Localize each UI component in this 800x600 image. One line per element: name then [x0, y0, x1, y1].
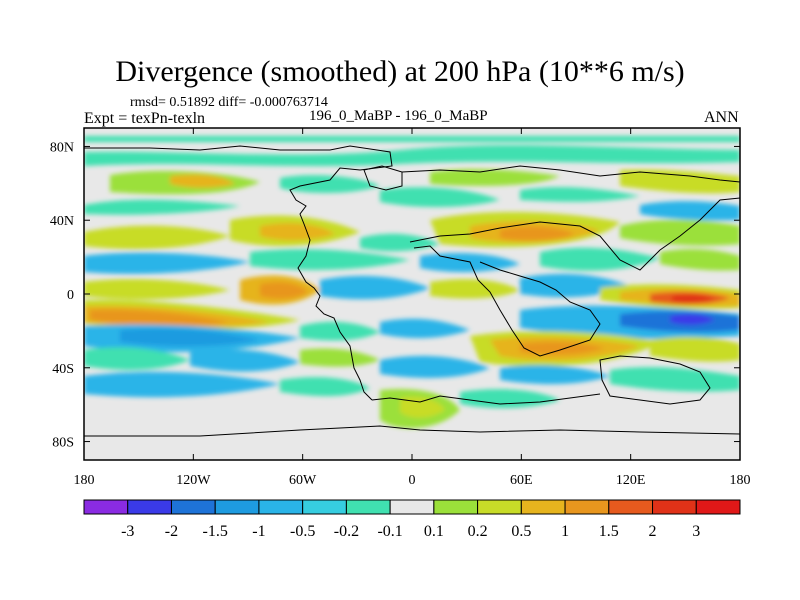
y-tick-label: 40N: [50, 214, 74, 229]
colorbar-swatch: [345, 499, 391, 515]
contour-band: [320, 275, 430, 300]
contour-band: [90, 309, 230, 327]
colorbar-label: -0.1: [377, 523, 402, 540]
contour-band: [620, 219, 740, 246]
contour-band: [380, 355, 490, 378]
southern-coastline: [371, 393, 601, 405]
contour-band: [460, 389, 560, 409]
contour-band: [610, 367, 740, 392]
colorbar-label: -1.5: [203, 523, 228, 540]
eurasia-north-coastline: [401, 165, 741, 183]
colorbar-label: -0.5: [290, 523, 315, 540]
colorbar-swatch: [214, 499, 260, 515]
chart-stats: rmsd= 0.51892 diff= -0.000763714: [130, 95, 328, 110]
contour-band: [500, 226, 575, 241]
colorbar-label: -1: [252, 523, 265, 540]
contour-band: [430, 169, 560, 186]
contour-band: [250, 249, 410, 270]
contour-band: [500, 365, 610, 385]
y-axis: 80N 40N 0 40S 80S: [50, 140, 740, 451]
colorbar-swatch: [433, 499, 479, 515]
colorbar-swatch: [477, 499, 522, 515]
contour-band: [280, 377, 370, 397]
colorbar: -3 -2 -1.5 -1 -0.5 -0.2 -0.1 0.1 0.2 0.5 1 1.5 2 3: [83, 499, 741, 540]
contour-band: [400, 396, 445, 418]
x-tick-label: 0: [409, 473, 416, 488]
contour-band: [84, 199, 240, 215]
contour-band: [660, 249, 740, 271]
colorbar-label: 1: [561, 523, 569, 540]
contour-band: [380, 318, 470, 339]
australia-coastline: [599, 355, 711, 405]
colorbar-label: 0.5: [511, 523, 531, 540]
contour-band: [84, 136, 740, 142]
x-tick-label: 180: [74, 473, 95, 488]
americas-coastline: [84, 145, 393, 401]
contour-band: [84, 371, 280, 398]
colorbar-label: 0.1: [424, 523, 444, 540]
contour-band: [430, 279, 520, 299]
colorbar-swatch: [520, 499, 566, 515]
x-axis: 180 120W 60W 0 60E 120E 180: [74, 128, 751, 488]
continent-outlines: [84, 145, 741, 437]
contour-band: [260, 223, 335, 241]
colorbar-label: -2: [165, 523, 178, 540]
colorbar-label: -0.2: [334, 523, 359, 540]
colorbar-label: -3: [121, 523, 134, 540]
contour-band: [280, 175, 380, 193]
contour-band: [650, 337, 740, 362]
asia-south-coastline: [409, 197, 741, 271]
contour-band: [84, 145, 740, 166]
contour-band: [120, 328, 260, 347]
y-tick-label: 0: [67, 288, 74, 303]
y-tick-label: 80N: [50, 140, 74, 155]
x-tick-label: 60E: [510, 473, 533, 488]
colorbar-swatch: [608, 499, 654, 515]
experiment-label: Expt = texPn-texln: [84, 110, 206, 127]
contour-band: [620, 169, 740, 194]
colorbar-swatch: [695, 499, 741, 515]
contour-band: [84, 347, 190, 370]
colorbar-swatch: [127, 499, 172, 515]
contour-band: [170, 174, 235, 188]
contour-band: [672, 294, 715, 303]
contour-band: [670, 313, 715, 325]
colorbar-label: 0.2: [468, 523, 488, 540]
contour-band: [84, 225, 230, 250]
x-tick-label: 180: [730, 473, 751, 488]
colorbar-swatch: [302, 499, 347, 515]
colorbar-swatch: [652, 499, 697, 515]
contour-band: [84, 279, 230, 300]
greenland-coastline: [363, 165, 403, 191]
case-label: 196_0_MaBP - 196_0_MaBP: [309, 108, 488, 124]
contour-band: [520, 341, 605, 355]
colorbar-swatch: [564, 499, 610, 515]
contour-band: [380, 187, 500, 207]
contour-band: [260, 282, 308, 299]
divergence-field: [84, 136, 740, 429]
season-label: ANN: [704, 109, 739, 126]
contour-band: [300, 348, 380, 367]
colorbar-swatch: [258, 499, 304, 515]
x-tick-label: 60W: [289, 473, 317, 488]
antarctica-coastline: [84, 425, 741, 437]
contour-band: [84, 252, 250, 274]
x-tick-label: 120W: [176, 473, 211, 488]
x-tick-label: 120E: [616, 473, 646, 488]
colorbar-swatch: [389, 499, 435, 515]
y-tick-label: 40S: [52, 362, 74, 377]
contour-band: [190, 349, 300, 372]
africa-coastline: [413, 245, 601, 357]
chart-title: Divergence (smoothed) at 200 hPa (10**6 …: [115, 55, 685, 88]
colorbar-label: 3: [692, 523, 700, 540]
colorbar-swatch: [170, 499, 216, 515]
contour-band: [520, 187, 640, 202]
colorbar-label: 2: [649, 523, 657, 540]
colorbar-swatch: [83, 499, 129, 515]
contour-band: [640, 201, 740, 221]
y-tick-label: 80S: [52, 436, 74, 451]
colorbar-label: 1.5: [599, 523, 619, 540]
